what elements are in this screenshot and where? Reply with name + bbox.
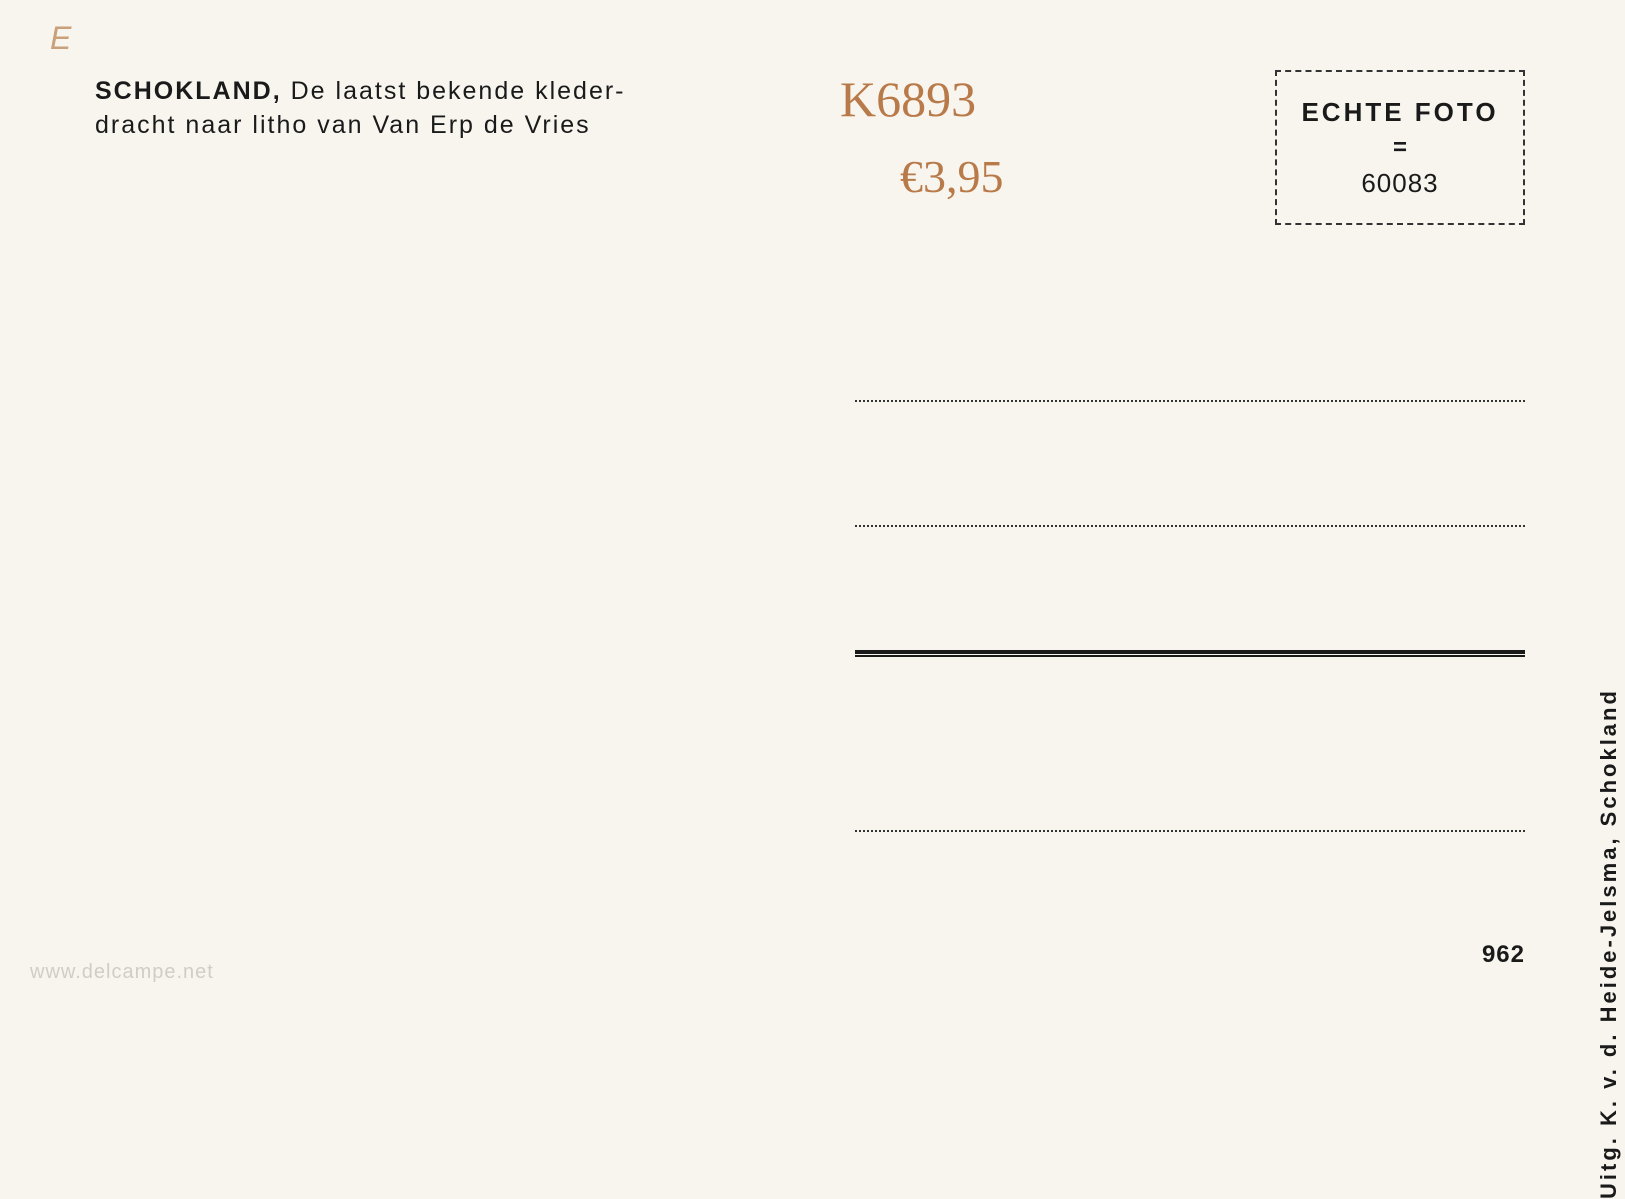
address-line-1 — [855, 400, 1525, 402]
handwritten-code: K6893 — [840, 70, 976, 128]
watermark: www.delcampe.net — [30, 961, 214, 984]
handwritten-price: €3,95 — [900, 150, 1004, 203]
postcard-description: SCHOKLAND, De laatst bekende kleder-drac… — [95, 75, 695, 143]
stamp-box-number: 60083 — [1361, 168, 1438, 199]
address-line-2 — [855, 525, 1525, 527]
description-title: SCHOKLAND, — [95, 77, 282, 105]
stamp-box-equals: = — [1393, 134, 1407, 162]
card-number: 962 — [1482, 941, 1525, 969]
address-line-3-thin — [855, 655, 1525, 657]
publisher-text: Uitg. K. v. d. Heide-Jelsma, Schokland — [1596, 539, 1622, 1199]
address-line-4 — [855, 830, 1525, 832]
stamp-box-label: ECHTE FOTO — [1301, 97, 1498, 128]
address-line-3-thick — [855, 650, 1525, 654]
stamp-box: ECHTE FOTO = 60083 — [1275, 70, 1525, 225]
corner-letter-annotation: E — [50, 20, 71, 57]
